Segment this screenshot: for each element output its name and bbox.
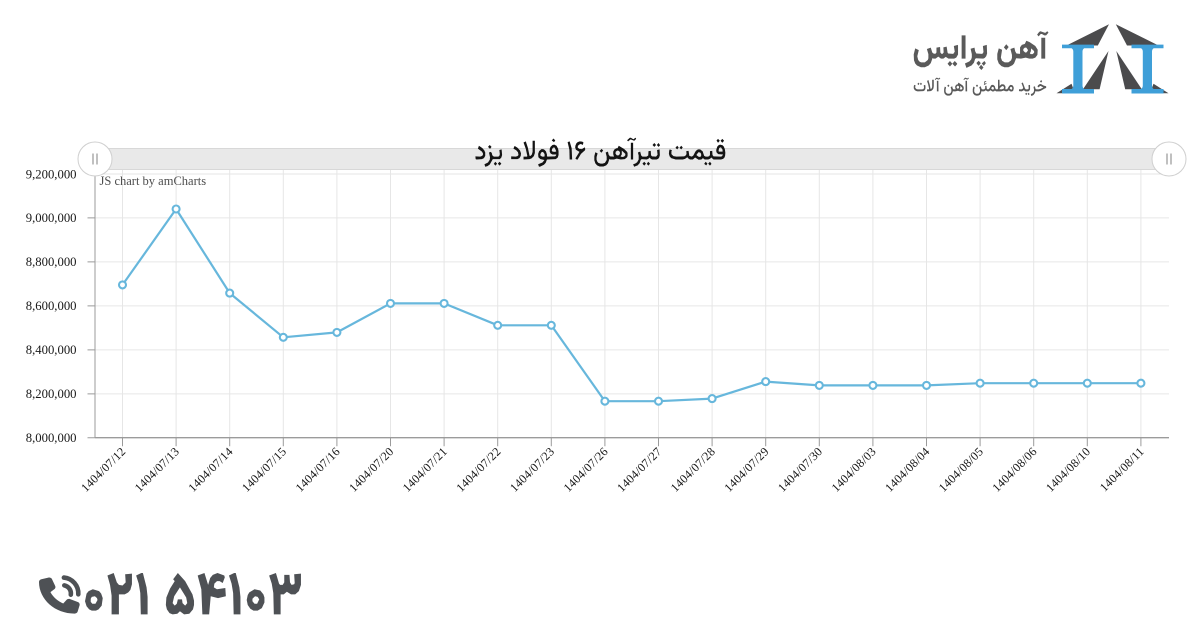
svg-text:9,000,000: 9,000,000: [26, 211, 77, 225]
svg-text:8,800,000: 8,800,000: [26, 255, 77, 269]
svg-text:8,400,000: 8,400,000: [26, 343, 77, 357]
svg-text:8,200,000: 8,200,000: [26, 387, 77, 401]
svg-text:8,000,000: 8,000,000: [26, 431, 77, 445]
svg-text:8,600,000: 8,600,000: [26, 299, 77, 313]
svg-text:JS chart by amCharts: JS chart by amCharts: [100, 174, 207, 188]
svg-text:9,200,000: 9,200,000: [26, 167, 77, 181]
